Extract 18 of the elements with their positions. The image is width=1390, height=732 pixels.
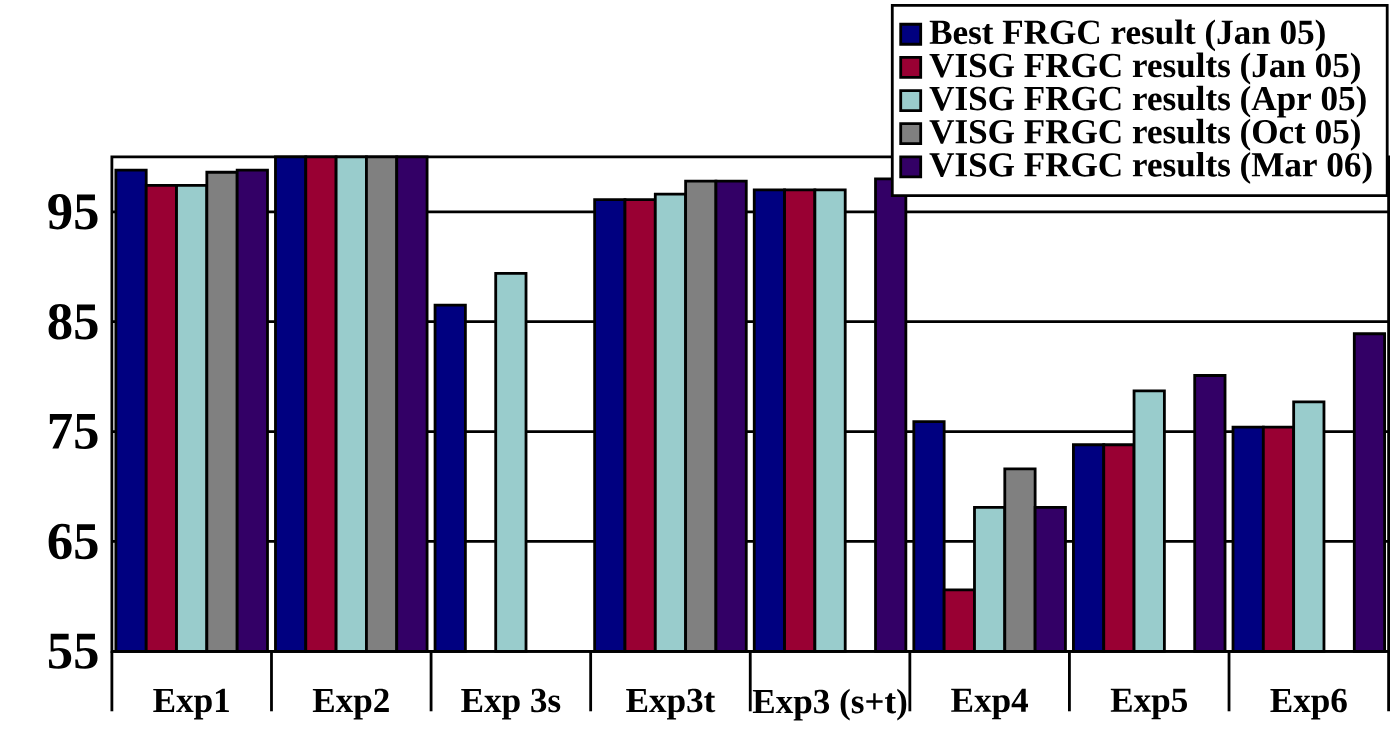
x-tick-label: Exp3t	[626, 688, 716, 720]
legend-label: VISG FRGC results (Oct 05)	[929, 118, 1360, 151]
x-tick-label: Exp1	[153, 688, 229, 720]
x-tick-label: Exp5	[1110, 688, 1187, 720]
legend-label: VISG FRGC results (Jan 05)	[929, 52, 1360, 85]
y-tick-label: 95	[48, 193, 98, 230]
y-tick-label: 65	[48, 523, 98, 560]
x-tick-label: Exp6	[1270, 688, 1347, 720]
legend-label: VISG FRGC results (Apr 05)	[929, 85, 1366, 118]
y-tick-label: 75	[49, 413, 98, 449]
y-tick-label: 55	[48, 633, 98, 669]
x-tick-label: Exp 3s	[461, 688, 561, 720]
x-tick-label: Exp2	[312, 688, 389, 720]
y-tick-label: 85	[48, 303, 98, 340]
x-tick-label: Exp4	[951, 688, 1029, 720]
legend-label: VISG FRGC results (Mar 06)	[929, 151, 1372, 184]
legend-label: Best FRGC result (Jan 05)	[929, 19, 1325, 52]
x-tick-label: Exp3 (s+t)	[752, 688, 907, 721]
